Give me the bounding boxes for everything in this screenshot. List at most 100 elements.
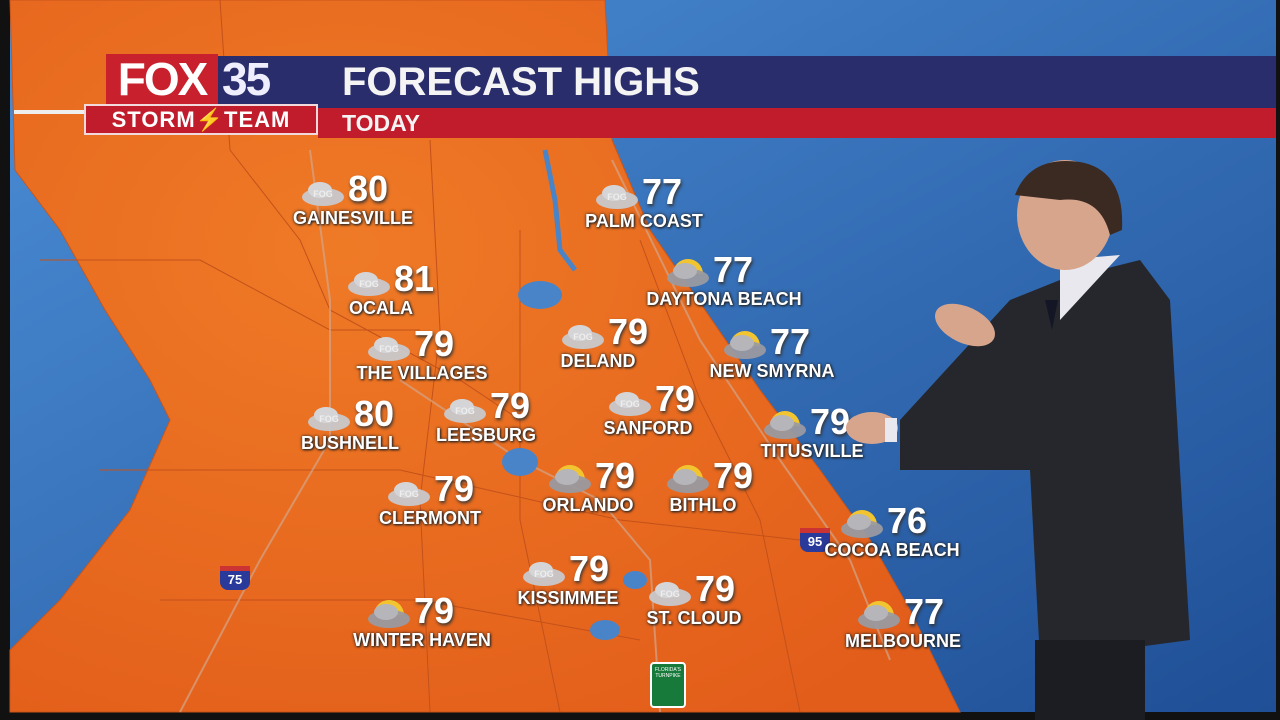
- partly-sunny-icon: [856, 598, 902, 630]
- city-temperature: 77: [770, 321, 811, 362]
- city-temperature: 79: [695, 568, 736, 609]
- city-forecast: 79 WINTER HAVEN: [322, 590, 522, 653]
- city-forecast: FOG 81 OCALA: [281, 258, 481, 321]
- city-name: WINTER HAVEN: [353, 630, 491, 650]
- city-forecast: 76 COCOA BEACH: [792, 500, 992, 563]
- city-forecast: 77 NEW SMYRNA: [672, 321, 872, 384]
- city-temperature: 79: [434, 468, 475, 509]
- city-name: LEESBURG: [435, 425, 536, 445]
- city-name: PALM COAST: [585, 211, 703, 231]
- city-forecast: FOG 79 ST. CLOUD: [594, 568, 794, 631]
- city-name: KISSIMMEE: [517, 588, 619, 608]
- partly-sunny-icon: [839, 507, 885, 539]
- city-forecast: FOG 80 BUSHNELL: [250, 393, 450, 456]
- city-name: MELBOURNE: [845, 631, 961, 651]
- city-temperature: 81: [394, 258, 435, 299]
- city-forecast: FOG 80 GAINESVILLE: [253, 168, 453, 231]
- city-temperature: 79: [569, 548, 610, 589]
- city-name: BUSHNELL: [301, 433, 399, 453]
- partly-sunny-icon: [547, 462, 593, 494]
- fog-label: FOG: [660, 589, 680, 599]
- fog-label: FOG: [313, 189, 333, 199]
- banner-accent-line: [14, 110, 86, 114]
- land: [9, 0, 961, 713]
- fog-label: FOG: [573, 332, 593, 342]
- city-name: OCALA: [349, 298, 413, 318]
- city-forecast: 79 TITUSVILLE: [712, 401, 912, 464]
- fog-icon: FOG: [521, 555, 567, 587]
- interstate-95-shield: 95: [800, 528, 830, 552]
- city-name: ST. CLOUD: [646, 608, 742, 628]
- fog-icon: FOG: [300, 175, 346, 207]
- fog-label: FOG: [379, 344, 399, 354]
- fog-label: FOG: [359, 279, 379, 289]
- city-name: NEW SMYRNA: [709, 361, 835, 381]
- city-temperature: 79: [655, 378, 696, 419]
- city-name: DAYTONA BEACH: [646, 289, 802, 309]
- fox-logo: FOX: [106, 54, 218, 104]
- fog-icon: FOG: [594, 178, 640, 210]
- fog-icon: FOG: [366, 330, 412, 362]
- city-forecast: 77 DAYTONA BEACH: [624, 249, 824, 312]
- channel-number: 35: [222, 53, 271, 105]
- partly-sunny-icon: [665, 462, 711, 494]
- fog-icon: FOG: [647, 575, 693, 607]
- city-temperature: 79: [595, 455, 636, 496]
- city-temperature: 79: [608, 311, 649, 352]
- city-forecast: FOG 77 PALM COAST: [544, 171, 744, 234]
- city-temperature: 80: [348, 168, 389, 209]
- partly-sunny-icon: [366, 597, 412, 629]
- city-temperature: 77: [904, 591, 945, 632]
- turnpike-sign: FLORIDA'S TURNPIKE: [650, 662, 686, 708]
- city-temperature: 80: [354, 393, 395, 434]
- title-bar: [218, 56, 1276, 108]
- city-name: ORLANDO: [542, 495, 634, 515]
- fog-label: FOG: [399, 489, 419, 499]
- partly-sunny-icon: [722, 328, 768, 360]
- city-name: CLERMONT: [379, 508, 481, 528]
- city-name: SANFORD: [603, 418, 693, 438]
- fog-icon: FOG: [306, 400, 352, 432]
- fog-label: FOG: [534, 569, 554, 579]
- city-forecast: FOG 79 LEESBURG: [386, 385, 586, 448]
- fog-icon: FOG: [560, 318, 606, 350]
- fog-label: FOG: [620, 399, 640, 409]
- city-temperature: 79: [414, 590, 455, 631]
- city-name: TITUSVILLE: [760, 441, 864, 461]
- city-temperature: 79: [713, 455, 754, 496]
- city-forecast: FOG 79 CLERMONT: [330, 468, 530, 531]
- city-temperature: 76: [887, 500, 928, 541]
- city-temperature: 79: [810, 401, 851, 442]
- fog-icon: FOG: [607, 385, 653, 417]
- city-forecast: FOG 79 DELAND: [498, 311, 698, 374]
- storm-team-logo: STORM⚡TEAM: [84, 104, 318, 135]
- fog-icon: FOG: [346, 265, 392, 297]
- partly-sunny-icon: [665, 256, 711, 288]
- page-title: FORECAST HIGHS: [342, 60, 700, 104]
- city-forecast: FOG 79 THE VILLAGES: [322, 323, 522, 386]
- fog-icon: FOG: [442, 392, 488, 424]
- city-name: DELAND: [560, 351, 636, 371]
- city-forecast: 79 ORLANDO: [488, 455, 688, 518]
- page-subtitle: TODAY: [342, 110, 420, 136]
- city-name: THE VILLAGES: [356, 363, 488, 383]
- partly-sunny-icon: [762, 408, 808, 440]
- city-temperature: 77: [713, 249, 754, 290]
- city-name: BITHLO: [669, 495, 737, 515]
- city-name: GAINESVILLE: [292, 208, 413, 228]
- city-temperature: 79: [490, 385, 531, 426]
- city-forecast: 77 MELBOURNE: [803, 591, 1003, 654]
- city-forecast: FOG 79 KISSIMMEE: [468, 548, 668, 611]
- city-name: COCOA BEACH: [824, 540, 960, 560]
- subtitle-bar: [318, 108, 1276, 138]
- fog-label: FOG: [319, 414, 339, 424]
- city-forecast: FOG 79 SANFORD: [548, 378, 748, 441]
- fog-label: FOG: [455, 406, 475, 416]
- city-temperature: 77: [642, 171, 683, 212]
- city-forecast: 79 BITHLO: [603, 455, 803, 518]
- fog-icon: FOG: [386, 475, 432, 507]
- city-temperature: 79: [414, 323, 455, 364]
- interstate-75-shield: 75: [220, 566, 250, 590]
